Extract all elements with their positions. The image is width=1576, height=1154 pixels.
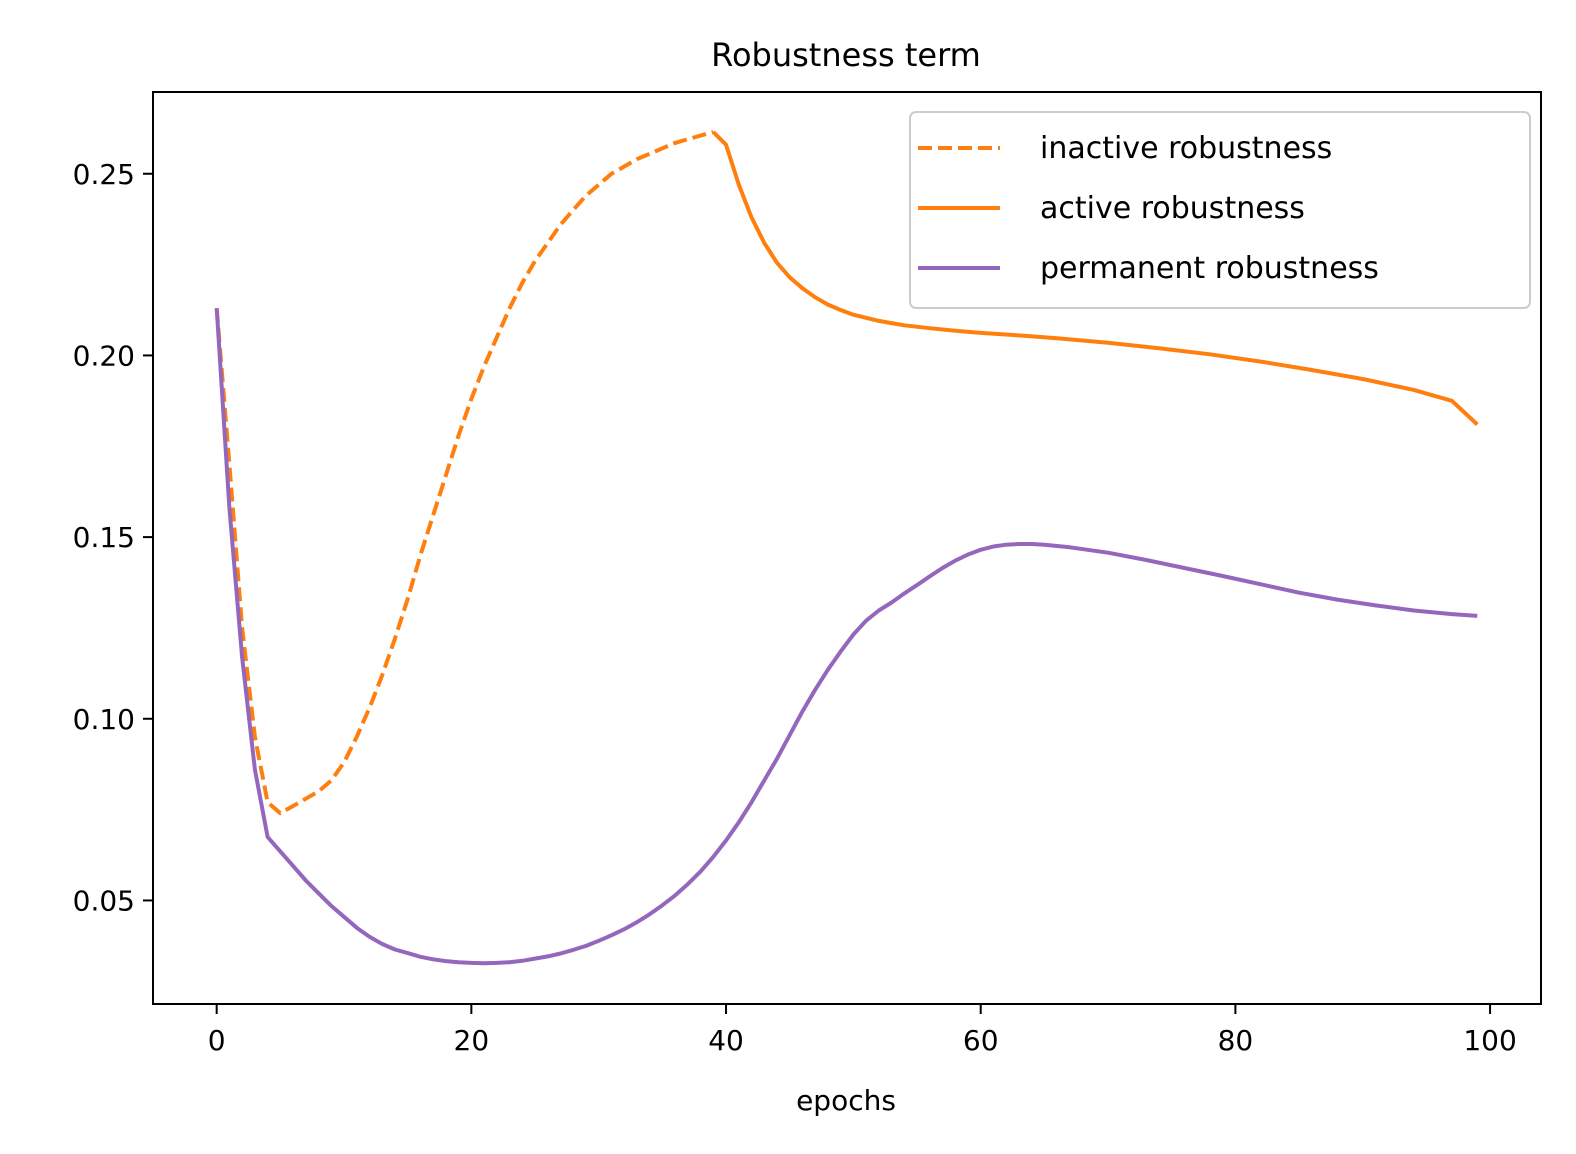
x-tick-label: 80 [1218,1024,1254,1057]
y-tick-label: 0.15 [73,521,135,554]
series-layer [214,130,1479,966]
y-tick-label: 0.05 [73,884,135,917]
series-line-inactive-robustness [214,130,714,816]
y-axis: 0.05 0.10 0.15 0.20 0.25 [73,158,153,917]
chart-title: Robustness term [711,36,981,74]
legend-label-inactive-robustness: inactive robustness [1040,131,1332,166]
x-tick-label: 0 [208,1024,226,1057]
x-tick-label: 20 [454,1024,490,1057]
x-tick-label: 60 [963,1024,999,1057]
legend-label-permanent-robustness: permanent robustness [1040,251,1379,286]
y-tick-label: 0.25 [73,158,135,191]
x-axis-label: epochs [796,1084,896,1117]
plot-frame [152,91,1542,1005]
y-tick-label: 0.20 [73,339,135,372]
series-line-active-robustness [711,130,1479,426]
x-tick-label: 100 [1463,1024,1516,1057]
legend-box [909,111,1531,309]
series-line-permanent-robustness [214,308,1478,966]
legend: inactive robustness active robustness per… [909,111,1531,309]
y-tick-label: 0.10 [73,703,135,736]
x-axis: 0 20 40 60 80 100 [208,1004,1517,1057]
x-tick-label: 40 [708,1024,744,1057]
legend-label-active-robustness: active robustness [1040,191,1305,226]
